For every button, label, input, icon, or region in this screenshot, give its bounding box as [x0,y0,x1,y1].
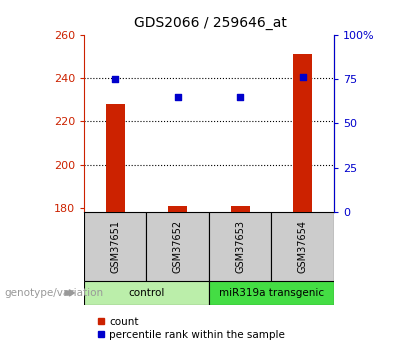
Point [112,76,118,82]
Bar [84,281,209,305]
Text: genotype/variation: genotype/variation [4,288,103,298]
Bar [209,281,334,305]
Bar [147,212,209,281]
Text: GSM37654: GSM37654 [298,220,308,273]
Bar [84,212,147,281]
Bar [231,206,249,212]
Point [237,94,244,99]
Text: GSM37651: GSM37651 [110,220,120,273]
Bar [271,212,334,281]
Text: miR319a transgenic: miR319a transgenic [219,288,324,298]
Text: control: control [128,288,165,298]
Bar [209,212,271,281]
Point [299,75,306,80]
Point [174,94,181,99]
Bar [106,104,125,212]
Text: GDS2066 / 259646_at: GDS2066 / 259646_at [134,16,286,30]
Legend: count, percentile rank within the sample: count, percentile rank within the sample [97,317,285,340]
Bar [293,54,312,212]
Text: GSM37652: GSM37652 [173,220,183,273]
Bar [168,206,187,212]
Text: GSM37653: GSM37653 [235,220,245,273]
